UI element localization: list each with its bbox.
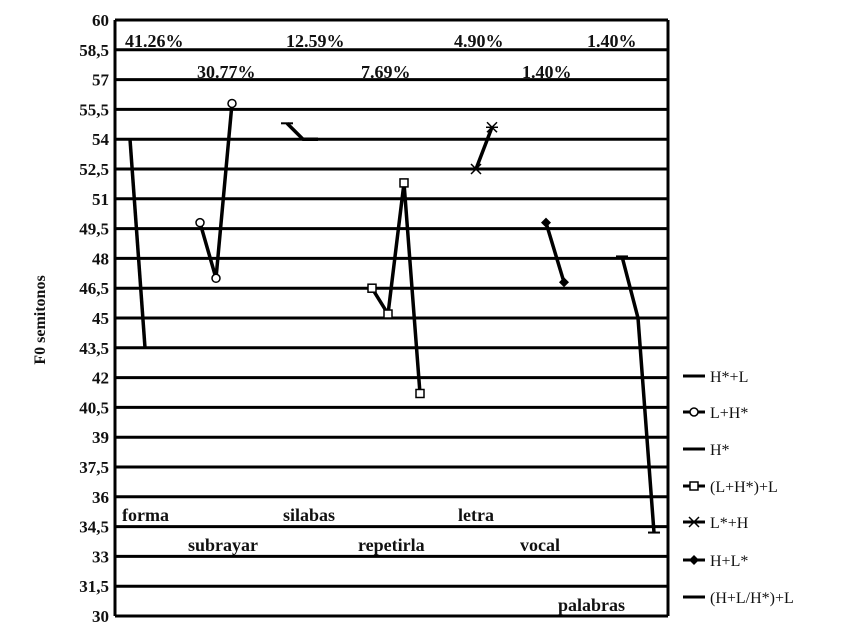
y-tick-label: 51 bbox=[92, 190, 109, 209]
word-label: subrayar bbox=[188, 535, 258, 555]
data-point bbox=[227, 98, 237, 109]
legend-label: H* bbox=[710, 442, 730, 459]
y-tick-label: 54 bbox=[92, 130, 110, 149]
data-point bbox=[688, 516, 700, 528]
legend-label: (H+L/H*)+L bbox=[710, 590, 794, 607]
legend-item: (H+L/H*)+L bbox=[683, 590, 794, 607]
series-line bbox=[620, 255, 656, 533]
series-line bbox=[198, 103, 234, 281]
data-point bbox=[689, 407, 699, 417]
percentage-label: 41.26% bbox=[125, 31, 184, 51]
series-line bbox=[128, 139, 147, 348]
legend-label: L+H* bbox=[710, 405, 748, 422]
word-label: silabas bbox=[283, 505, 335, 525]
legend-item: L+H* bbox=[683, 405, 748, 422]
grid-lines bbox=[113, 18, 670, 618]
percentage-label: 30.77% bbox=[197, 62, 256, 82]
y-tick-label: 39 bbox=[92, 428, 109, 447]
data-point bbox=[689, 555, 699, 565]
data-point bbox=[559, 277, 569, 288]
word-label: vocal bbox=[520, 535, 560, 555]
data-point bbox=[541, 217, 551, 228]
legend-item: H*+L bbox=[683, 369, 748, 386]
y-tick-label: 57 bbox=[92, 71, 110, 90]
series-line bbox=[285, 122, 318, 141]
y-tick-label: 48 bbox=[92, 249, 109, 268]
y-tick-label: 34,5 bbox=[79, 518, 109, 537]
y-tick-label: 49,5 bbox=[79, 220, 109, 239]
y-tick-label: 31,5 bbox=[79, 577, 109, 596]
legend-label: H*+L bbox=[710, 369, 748, 386]
data-point bbox=[689, 481, 699, 491]
legend-item: (L+H*)+L bbox=[683, 479, 778, 496]
legend-item: H+L* bbox=[683, 553, 748, 570]
word-labels: forma subrayar silabas repetirla letra vocal p… bbox=[122, 505, 625, 615]
data-point bbox=[486, 121, 498, 133]
percentage-label: 1.40% bbox=[587, 31, 637, 51]
legend-label: L*+H bbox=[710, 515, 749, 532]
y-tick-label: 60 bbox=[92, 11, 109, 30]
y-tick-label: 43,5 bbox=[79, 339, 109, 358]
percentage-label: 7.69% bbox=[361, 62, 411, 82]
percentage-label: 4.90% bbox=[454, 31, 504, 51]
data-point bbox=[367, 283, 377, 293]
data-point bbox=[470, 163, 482, 175]
legend-item: L*+H bbox=[683, 515, 749, 532]
y-axis-ticks: 30 31,5 33 34,5 36 37,5 39 40,5 42 43,5 45 46,5 48 49… bbox=[79, 11, 109, 624]
y-tick-label: 36 bbox=[92, 488, 109, 507]
data-point bbox=[383, 309, 393, 319]
word-label: forma bbox=[122, 505, 169, 525]
word-label: palabras bbox=[558, 595, 625, 615]
data-point bbox=[415, 388, 425, 399]
legend-label: H+L* bbox=[710, 553, 748, 570]
data-point bbox=[399, 178, 409, 188]
y-tick-label: 37,5 bbox=[79, 458, 109, 477]
y-tick-label: 42 bbox=[92, 369, 109, 388]
data-point bbox=[195, 217, 205, 228]
y-axis-label: F0 semitonos bbox=[32, 275, 49, 364]
percentage-label: 1.40% bbox=[522, 62, 572, 82]
y-tick-label: 58,5 bbox=[79, 41, 109, 60]
series-line bbox=[370, 181, 422, 394]
legend-item: H* bbox=[683, 442, 730, 459]
series-line bbox=[474, 126, 494, 170]
series-line bbox=[544, 222, 566, 283]
legend: H*+L L+H* H* (L+H*)+L L*+H H+L* (H+L/H*)+L bbox=[683, 369, 794, 607]
y-tick-label: 45 bbox=[92, 309, 109, 328]
percentage-label: 12.59% bbox=[286, 31, 345, 51]
series-lines bbox=[124, 98, 660, 534]
y-tick-label: 52,5 bbox=[79, 160, 109, 179]
word-label: repetirla bbox=[358, 535, 425, 555]
word-label: letra bbox=[458, 505, 494, 525]
y-tick-label: 40,5 bbox=[79, 398, 109, 417]
y-tick-label: 46,5 bbox=[79, 279, 109, 298]
y-tick-label: 55,5 bbox=[79, 100, 109, 119]
y-tick-label: 30 bbox=[92, 607, 109, 624]
legend-label: (L+H*)+L bbox=[710, 479, 778, 496]
percentage-labels: 41.26% 30.77% 12.59% 7.69% 4.90% 1.40% 1.40% bbox=[125, 31, 637, 82]
data-point bbox=[211, 273, 221, 284]
y-tick-label: 33 bbox=[92, 547, 109, 566]
